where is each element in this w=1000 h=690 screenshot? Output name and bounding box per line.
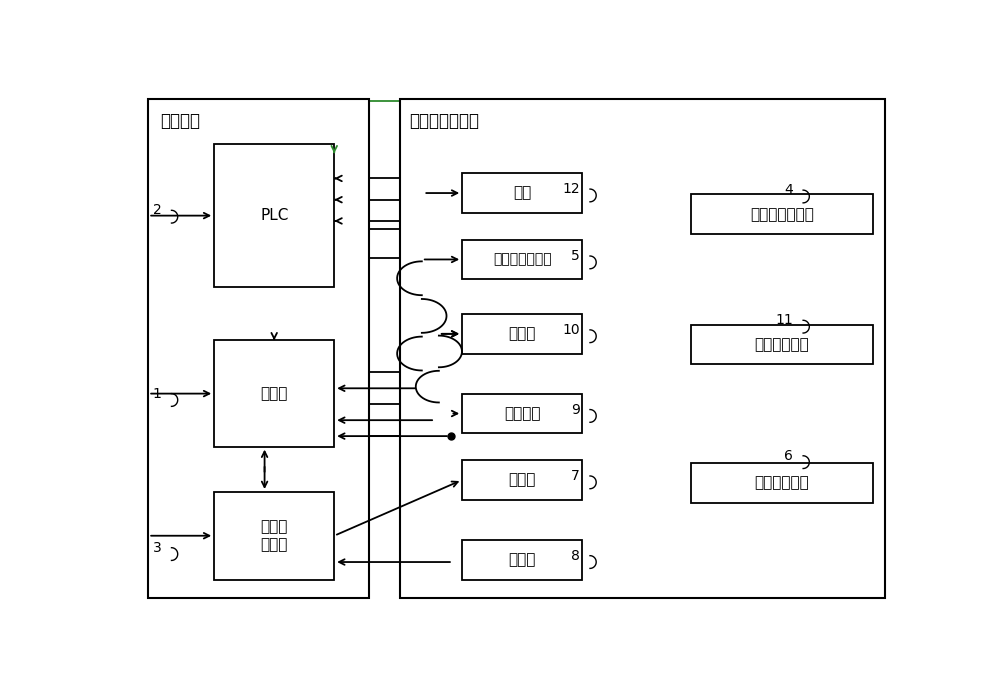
Text: 9: 9 bbox=[571, 402, 580, 417]
Bar bbox=[462, 314, 582, 354]
Text: 编码器: 编码器 bbox=[509, 552, 536, 567]
Bar bbox=[148, 99, 369, 598]
Bar bbox=[214, 144, 334, 287]
Text: 5: 5 bbox=[571, 249, 580, 263]
Text: 扫码枪触发器: 扫码枪触发器 bbox=[754, 337, 809, 352]
Text: 机械臂: 机械臂 bbox=[509, 473, 536, 487]
Text: PLC: PLC bbox=[260, 208, 288, 223]
Text: 12: 12 bbox=[562, 182, 580, 196]
Text: 8: 8 bbox=[571, 549, 580, 562]
Bar bbox=[462, 173, 582, 213]
Text: 工控机: 工控机 bbox=[260, 386, 288, 401]
Bar bbox=[214, 492, 334, 580]
Bar bbox=[462, 393, 582, 433]
Text: 机械臂
控制器: 机械臂 控制器 bbox=[260, 520, 288, 552]
Bar bbox=[462, 540, 582, 580]
Text: 6: 6 bbox=[784, 448, 793, 463]
Bar bbox=[462, 460, 582, 500]
Text: 控制系统: 控制系统 bbox=[160, 112, 200, 130]
Bar bbox=[691, 195, 873, 234]
Text: 焊点图像采集器: 焊点图像采集器 bbox=[493, 253, 552, 266]
Text: 3: 3 bbox=[153, 541, 161, 555]
Bar bbox=[400, 99, 885, 598]
Bar bbox=[462, 239, 582, 279]
Text: 1: 1 bbox=[153, 386, 161, 401]
Text: 机械臂触发器: 机械臂触发器 bbox=[754, 475, 809, 490]
Bar bbox=[214, 340, 334, 446]
Bar bbox=[691, 463, 873, 502]
Bar bbox=[691, 324, 873, 364]
Text: 扫码枪: 扫码枪 bbox=[509, 326, 536, 342]
Text: 检漏设备: 检漏设备 bbox=[504, 406, 540, 421]
Text: 传感与执行系统: 传感与执行系统 bbox=[409, 112, 479, 130]
Text: 2: 2 bbox=[153, 204, 161, 217]
Text: 4: 4 bbox=[784, 183, 793, 197]
Text: 11: 11 bbox=[775, 313, 793, 327]
Text: 图像采集触发器: 图像采集触发器 bbox=[750, 207, 814, 221]
Text: 10: 10 bbox=[562, 323, 580, 337]
Text: 7: 7 bbox=[571, 469, 580, 483]
Text: 光源: 光源 bbox=[513, 186, 531, 201]
